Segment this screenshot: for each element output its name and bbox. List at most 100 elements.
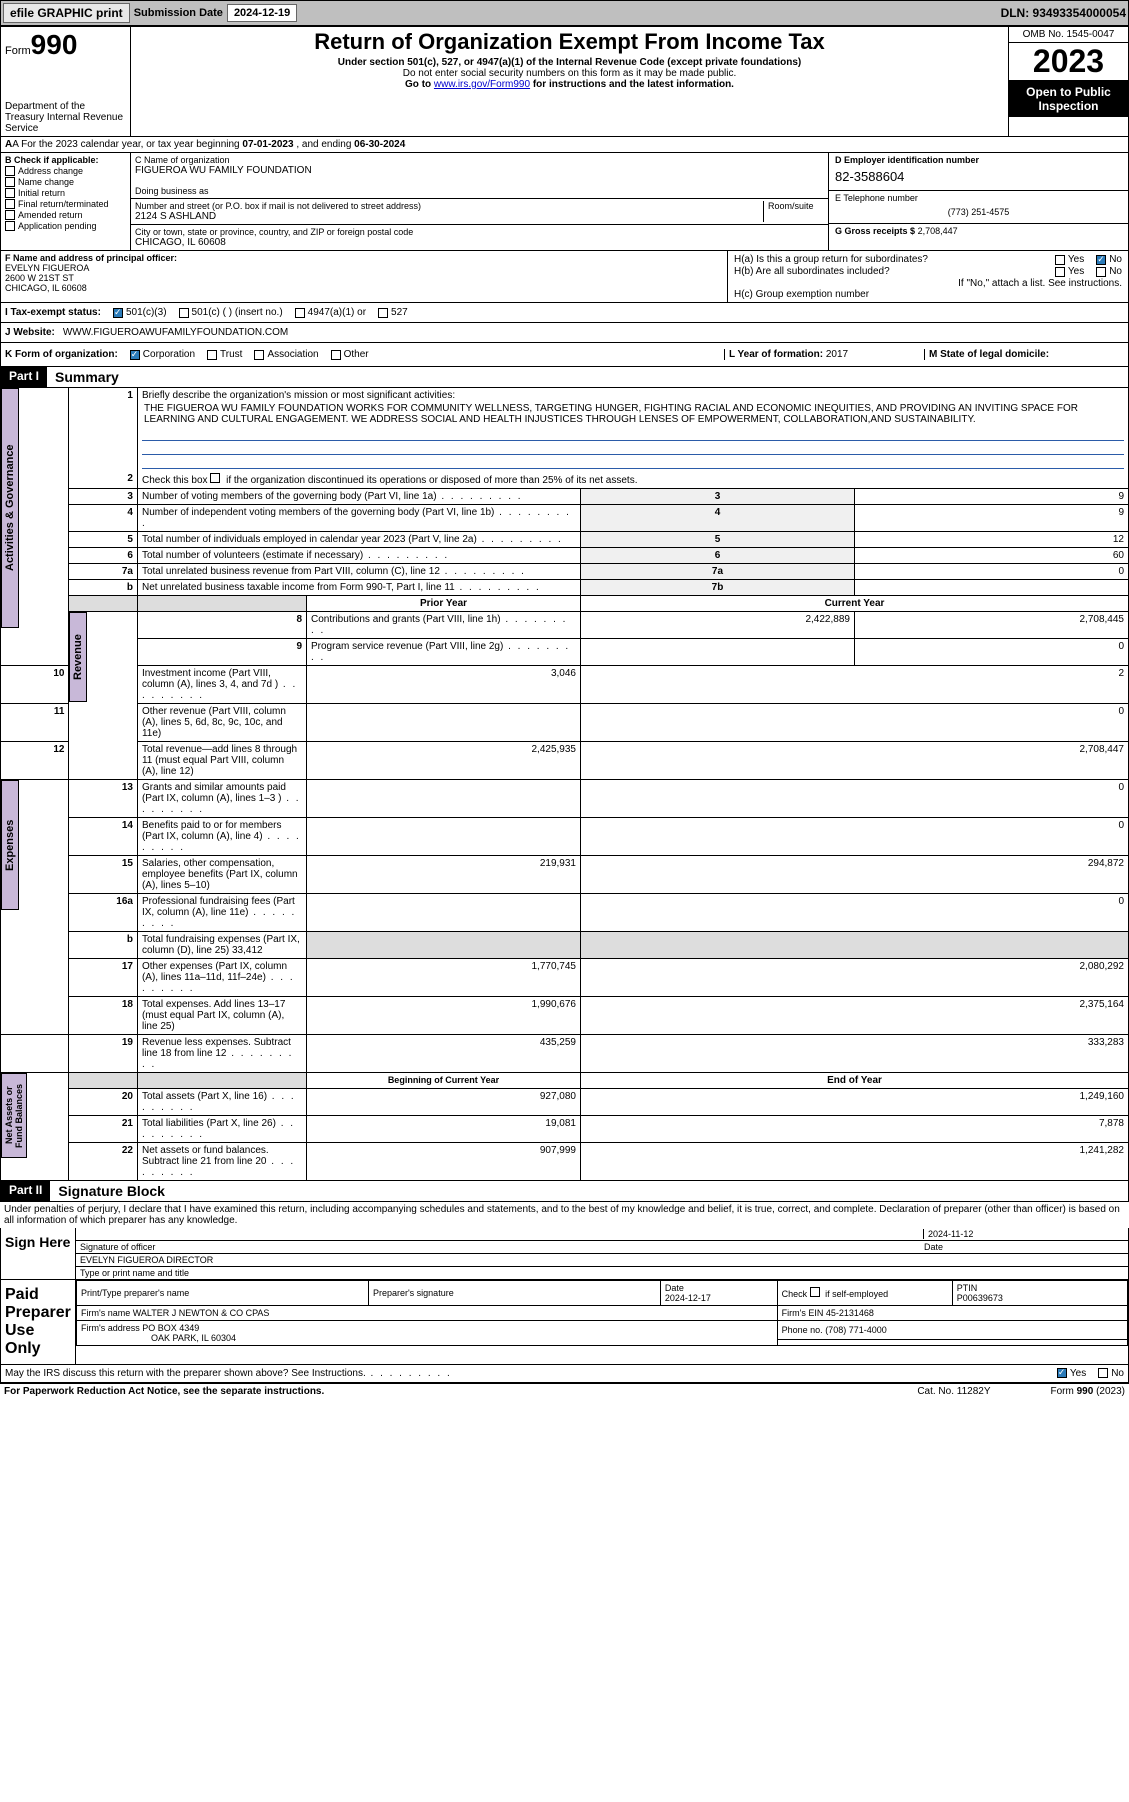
chk-discontinued[interactable]: [210, 473, 220, 483]
d-ein-label: D Employer identification number: [835, 155, 1122, 165]
prep-h1: Print/Type preparer's name: [77, 1281, 369, 1306]
p15: 219,931: [307, 856, 581, 894]
officer-name: EVELYN FIGUEROA: [5, 263, 723, 273]
line20: Total assets (Part X, line 16): [137, 1089, 306, 1116]
open-public: Open to Public Inspection: [1009, 81, 1128, 117]
irs-link[interactable]: www.irs.gov/Form990: [434, 79, 530, 90]
b-header: B Check if applicable:: [5, 155, 126, 165]
i-label: I Tax-exempt status:: [5, 307, 101, 318]
sig-officer-label: Signature of officer: [80, 1242, 924, 1252]
row-a-taxyear: AA For the 2023 calendar year, or tax ye…: [0, 137, 1129, 153]
chk-address[interactable]: [5, 166, 15, 176]
chk-trust[interactable]: [207, 350, 217, 360]
firm-label: Firm's name: [81, 1308, 133, 1318]
e20: 1,249,160: [580, 1089, 1128, 1116]
dln: DLN: 93493354000054: [1001, 6, 1126, 20]
val6: 60: [854, 548, 1128, 564]
discuss-no[interactable]: [1098, 1368, 1108, 1378]
k-label: K Form of organization:: [5, 349, 118, 360]
discuss-yes[interactable]: [1057, 1368, 1067, 1378]
signature-section: Sign Here 2024-11-12 Signature of office…: [0, 1228, 1129, 1280]
firm-name: WALTER J NEWTON & CO CPAS: [133, 1308, 270, 1318]
hdr-beg: Beginning of Current Year: [307, 1073, 581, 1089]
addr-label: Number and street (or P.O. box if mail i…: [135, 201, 759, 211]
line11: Other revenue (Part VIII, column (A), li…: [137, 704, 306, 742]
p10: 3,046: [307, 666, 581, 704]
form-title: Return of Organization Exempt From Incom…: [133, 29, 1006, 55]
gross-receipts: 2,708,447: [918, 226, 958, 236]
chk-assoc[interactable]: [254, 350, 264, 360]
p9: [580, 639, 854, 666]
chk-corp[interactable]: [130, 350, 140, 360]
line13: Grants and similar amounts paid (Part IX…: [137, 780, 306, 818]
p12: 2,425,935: [307, 742, 581, 780]
hdr-curr: Current Year: [580, 596, 1128, 612]
line18: Total expenses. Add lines 13–17 (must eq…: [137, 997, 306, 1035]
summary-table: Activities & Governance 1 Briefly descri…: [0, 388, 1129, 1181]
prep-h5: PTINP00639673: [952, 1281, 1127, 1306]
g-receipts-label: G Gross receipts $: [835, 226, 915, 236]
phone-value: (773) 251-4575: [835, 203, 1122, 221]
mission-text: THE FIGUEROA WU FAMILY FOUNDATION WORKS …: [142, 401, 1124, 427]
line21: Total liabilities (Part X, line 26): [137, 1116, 306, 1143]
prep-h3: Date2024-12-17: [660, 1281, 777, 1306]
tab-netassets: Net Assets or Fund Balances: [1, 1073, 27, 1158]
omb-number: OMB No. 1545-0047: [1009, 27, 1128, 43]
mission-rule: [142, 455, 1124, 469]
chk-527[interactable]: [378, 308, 388, 318]
f-officer-label: F Name and address of principal officer:: [5, 253, 723, 263]
hdr-end: End of Year: [580, 1073, 1128, 1089]
org-name: FIGUEROA WU FAMILY FOUNDATION: [135, 165, 824, 176]
line4: Number of independent voting members of …: [137, 505, 580, 532]
dept-treasury: Department of the Treasury Internal Reve…: [5, 101, 126, 134]
chk-initial[interactable]: [5, 188, 15, 198]
ha-no[interactable]: [1096, 255, 1106, 265]
dba-label: Doing business as: [135, 186, 824, 196]
city-label: City or town, state or province, country…: [135, 227, 824, 237]
line7a: Total unrelated business revenue from Pa…: [137, 564, 580, 580]
p8: 2,422,889: [580, 612, 854, 639]
line19: Revenue less expenses. Subtract line 18 …: [137, 1035, 306, 1073]
chk-name[interactable]: [5, 177, 15, 187]
row-k: K Form of organization: Corporation Trus…: [0, 343, 1129, 367]
tab-expenses: Expenses: [1, 780, 19, 910]
paid-prep-label: Paid Preparer Use Only: [1, 1280, 76, 1364]
l-label: L Year of formation:: [729, 349, 826, 360]
form-subtitle-2: Do not enter social security numbers on …: [133, 68, 1006, 79]
c16a: 0: [580, 894, 1128, 932]
chk-other[interactable]: [331, 350, 341, 360]
hb-yes[interactable]: [1055, 267, 1065, 277]
chk-501c3[interactable]: [113, 308, 123, 318]
ha-label: H(a) Is this a group return for subordin…: [734, 254, 928, 265]
ha-yes[interactable]: [1055, 255, 1065, 265]
preparer-section: Paid Preparer Use Only Print/Type prepar…: [0, 1280, 1129, 1365]
hdr-prior: Prior Year: [307, 596, 581, 612]
chk-amended[interactable]: [5, 210, 15, 220]
line15: Salaries, other compensation, employee b…: [137, 856, 306, 894]
row-i: I Tax-exempt status: 501(c)(3) 501(c) ( …: [0, 303, 1129, 323]
part1-header: Part I Summary: [0, 367, 1129, 388]
org-city: CHICAGO, IL 60608: [135, 237, 824, 248]
line7b: Net unrelated business taxable income fr…: [137, 580, 580, 596]
chk-501c[interactable]: [179, 308, 189, 318]
org-address: 2124 S ASHLAND: [135, 211, 759, 222]
e22: 1,241,282: [580, 1143, 1128, 1181]
efile-btn[interactable]: efile GRAPHIC print: [3, 3, 130, 23]
chk-selfemp[interactable]: [810, 1287, 820, 1297]
chk-final[interactable]: [5, 199, 15, 209]
sign-here-label: Sign Here: [1, 1228, 76, 1279]
chk-4947[interactable]: [295, 308, 305, 318]
val4: 9: [854, 505, 1128, 532]
prep-h2: Preparer's signature: [368, 1281, 660, 1306]
chk-pending[interactable]: [5, 221, 15, 231]
footer-left: For Paperwork Reduction Act Notice, see …: [4, 1386, 917, 1397]
p16a: [307, 894, 581, 932]
e-phone-label: E Telephone number: [835, 193, 1122, 203]
p14: [307, 818, 581, 856]
row-fh: F Name and address of principal officer:…: [0, 251, 1129, 303]
c12: 2,708,447: [580, 742, 1128, 780]
c18: 2,375,164: [580, 997, 1128, 1035]
line22: Net assets or fund balances. Subtract li…: [137, 1143, 306, 1181]
prep-h4: Check if self-employed: [777, 1281, 952, 1306]
hb-no[interactable]: [1096, 267, 1106, 277]
